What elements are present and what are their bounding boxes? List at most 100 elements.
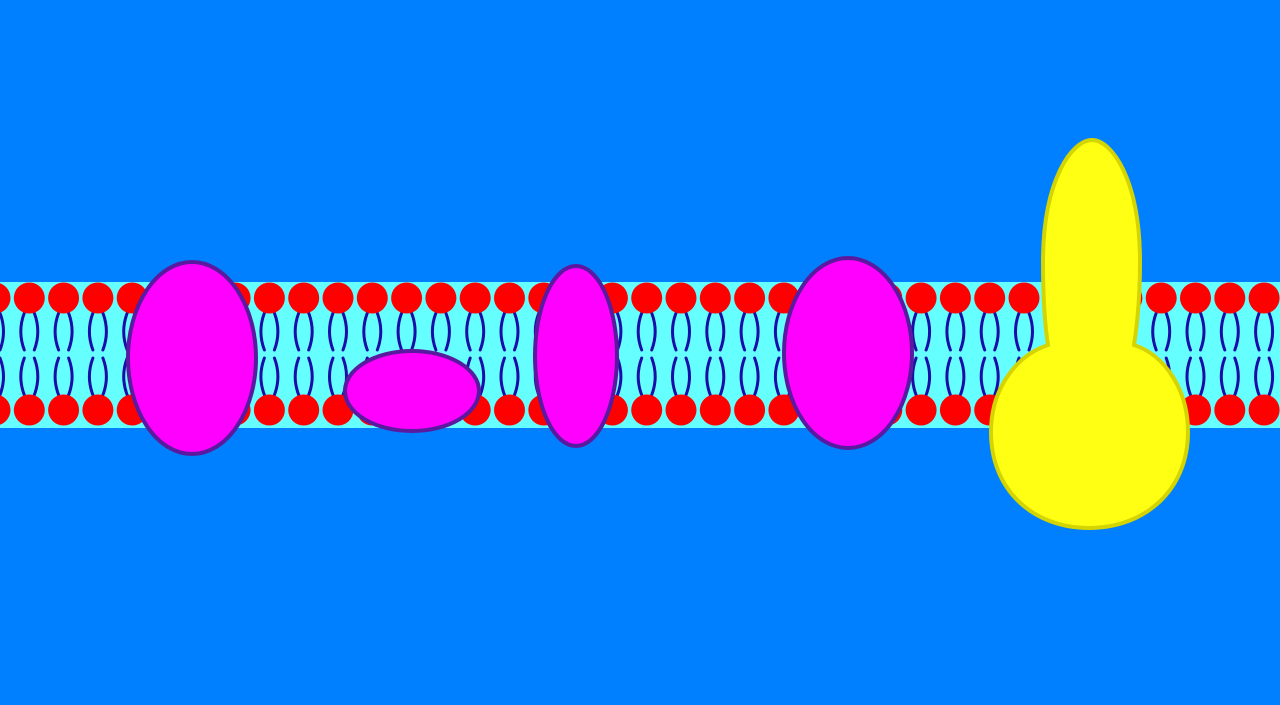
lipid-tail — [259, 356, 266, 397]
lipid-tail — [499, 311, 506, 352]
lipid-tail — [753, 356, 760, 397]
lipid-tail — [478, 311, 486, 352]
lipid-head — [82, 394, 114, 426]
lipid-head — [939, 394, 971, 426]
lipid-tail — [1267, 311, 1275, 352]
lipid-tail — [293, 311, 301, 352]
lipid-tail — [773, 311, 781, 352]
lipid-tail — [684, 311, 691, 352]
lipid-tail — [1219, 311, 1227, 352]
lipid-head — [939, 282, 971, 314]
lipid-tail — [513, 356, 520, 397]
lipid-tail — [1254, 356, 1261, 397]
lipid-head — [322, 282, 354, 314]
lipid-head — [288, 394, 320, 426]
lipid-tail — [1267, 356, 1275, 397]
lipid-head — [1145, 282, 1177, 314]
lipid-tail — [1219, 356, 1227, 397]
lipid-tail — [1185, 356, 1192, 397]
lipid-head — [82, 282, 114, 314]
lipid-tail — [293, 356, 301, 397]
lipid-tail — [32, 356, 40, 397]
lipid-head — [0, 395, 11, 425]
lipid-tail — [1185, 311, 1192, 352]
lipid-tail — [410, 311, 417, 352]
lipid-tail — [924, 311, 932, 352]
lipid-tail — [911, 311, 918, 352]
lipid-tail — [67, 356, 74, 397]
lipid-head — [356, 282, 388, 314]
lipid-tail — [684, 356, 691, 397]
lipid-tail — [753, 311, 760, 352]
lipid-head — [494, 394, 525, 426]
lipid-head — [13, 282, 45, 314]
lipid-tail — [636, 356, 644, 397]
lipid-head — [425, 282, 457, 314]
lipid-tail — [478, 356, 486, 397]
lipid-head — [974, 282, 1006, 314]
lipid-head — [1248, 282, 1280, 314]
lipid-tail — [53, 356, 61, 397]
lipid-tail — [945, 311, 952, 352]
lipid-tail — [979, 311, 987, 352]
lipid-tail — [19, 311, 26, 352]
lipid-head — [391, 282, 423, 314]
lipid-tail — [958, 356, 966, 397]
lipid-tail — [650, 311, 657, 352]
lipid-head — [1214, 282, 1246, 314]
lipid-tail — [636, 311, 644, 352]
lipid-tail — [924, 356, 932, 397]
lipid-tail — [1199, 311, 1206, 352]
lipid-head — [253, 282, 285, 314]
lipid-head — [1248, 394, 1280, 426]
lipid-head — [631, 282, 663, 314]
lipid-tail — [671, 356, 678, 397]
lipid-tail — [87, 356, 95, 397]
lipid-tail — [1151, 311, 1158, 352]
lipid-tail — [444, 311, 451, 352]
lipid-head — [905, 394, 937, 426]
lipid-head — [665, 282, 697, 314]
integral-protein — [126, 260, 258, 456]
glycoprotein — [988, 137, 1191, 531]
lipid-head — [459, 282, 491, 314]
lipid-head — [494, 282, 525, 314]
lipid-tail — [979, 356, 987, 397]
lipid-tail — [101, 356, 108, 397]
lipid-tail — [718, 356, 726, 397]
lipid-tail — [328, 356, 335, 397]
lipid-head — [905, 282, 937, 314]
lipid-head — [699, 394, 731, 426]
lipid-head — [1180, 282, 1211, 314]
lipid-tail — [19, 356, 26, 397]
lipid-head — [13, 394, 45, 426]
lipid-head — [734, 282, 766, 314]
lipid-tail — [0, 356, 5, 397]
lipid-tail — [53, 311, 61, 352]
lipid-tail — [1233, 356, 1240, 397]
lipid-tail — [87, 311, 95, 352]
lipid-tail — [650, 356, 657, 397]
lipid-head — [253, 394, 285, 426]
lipid-head — [1214, 394, 1246, 426]
lipid-tail — [718, 311, 726, 352]
lipid-tail — [259, 311, 266, 352]
lipid-tail — [1199, 356, 1206, 397]
lipid-tail — [122, 311, 129, 352]
integral-protein — [782, 256, 914, 450]
lipid-tail — [1027, 311, 1034, 352]
lipid-head — [48, 282, 80, 314]
lipid-tail — [430, 311, 438, 352]
lipid-tail — [272, 356, 280, 397]
lipid-tail — [773, 356, 781, 397]
lipid-tail — [1164, 311, 1172, 352]
lipid-head — [288, 282, 320, 314]
integral-protein — [533, 264, 619, 448]
lipid-head — [631, 394, 663, 426]
lipid-head — [1008, 282, 1040, 314]
lipid-tail — [993, 311, 1000, 352]
lipid-tail — [958, 311, 966, 352]
lipid-tail — [396, 311, 404, 352]
